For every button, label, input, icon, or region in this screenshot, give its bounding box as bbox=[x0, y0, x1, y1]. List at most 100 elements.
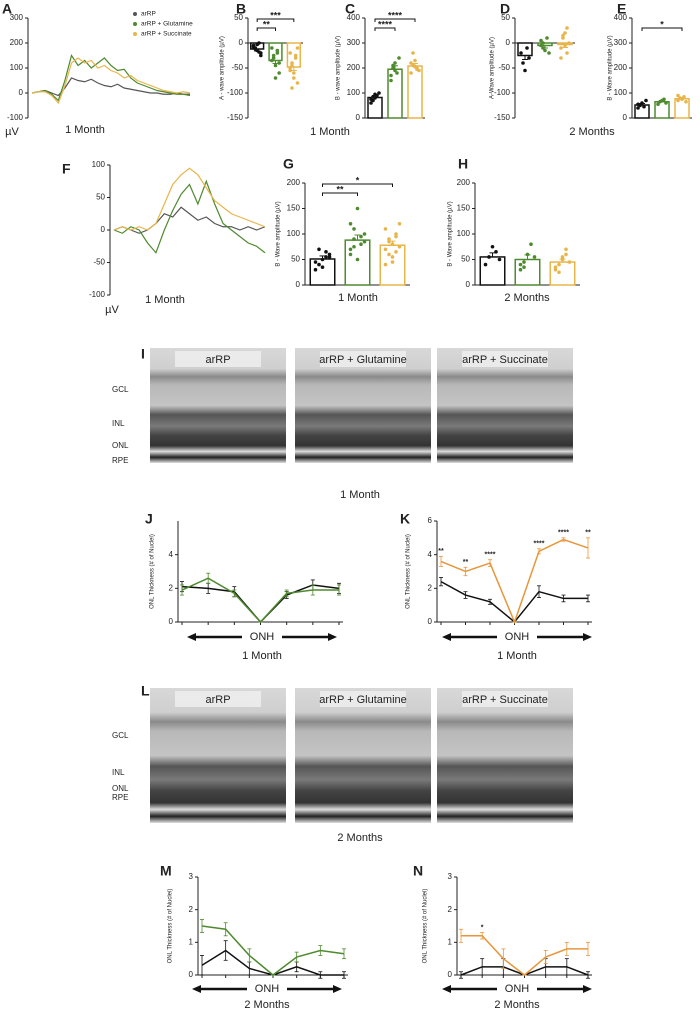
significance-bracket bbox=[256, 18, 295, 22]
data-point bbox=[409, 71, 413, 75]
layer-label: RPE bbox=[112, 793, 128, 802]
caption: 1 Month bbox=[310, 126, 350, 138]
data-point bbox=[324, 250, 328, 254]
data-point bbox=[383, 227, 388, 231]
histology-image bbox=[295, 688, 431, 823]
data-point bbox=[565, 26, 569, 30]
layer-label: RPE bbox=[112, 456, 128, 465]
data-point bbox=[352, 237, 356, 241]
panel-label: L bbox=[141, 683, 150, 699]
significance-bracket bbox=[322, 192, 358, 196]
significance-bracket bbox=[256, 27, 276, 31]
significance-label: *** bbox=[270, 10, 281, 20]
y-tick-label: -50 bbox=[93, 258, 105, 267]
data-point bbox=[527, 56, 531, 60]
data-point bbox=[275, 48, 280, 53]
y-tick-label: 0 bbox=[101, 225, 106, 234]
data-point bbox=[497, 257, 502, 262]
data-point bbox=[525, 46, 529, 50]
arrow-head bbox=[192, 985, 201, 993]
significance-label: ** bbox=[263, 19, 271, 29]
unit: µV bbox=[5, 126, 19, 138]
significance-label: * bbox=[481, 924, 484, 931]
data-point bbox=[292, 76, 296, 80]
data-point bbox=[541, 46, 545, 50]
data-point bbox=[557, 270, 561, 275]
y-tick-label: 0 bbox=[466, 280, 471, 289]
data-point bbox=[532, 255, 537, 259]
data-point bbox=[355, 206, 360, 211]
panel-label: B bbox=[236, 1, 246, 17]
unit: µV bbox=[105, 304, 119, 316]
y-tick-label: 2 bbox=[428, 583, 433, 592]
y-tick-label: 300 bbox=[614, 38, 628, 47]
data-point bbox=[393, 61, 397, 65]
y-axis-label: ONL Thickness (# of Nuclei) bbox=[406, 534, 412, 609]
caption: 2 Months bbox=[337, 832, 383, 844]
data-point bbox=[553, 267, 558, 272]
data-point bbox=[664, 101, 668, 105]
data-point bbox=[317, 262, 321, 267]
significance-bracket bbox=[322, 183, 393, 187]
legend-marker bbox=[133, 32, 137, 36]
y-tick-label: 200 bbox=[10, 38, 24, 47]
y-tick-label: 400 bbox=[347, 13, 361, 22]
y-tick-label: -50 bbox=[231, 63, 243, 72]
data-point bbox=[397, 244, 402, 249]
title-box bbox=[320, 691, 406, 707]
data-point bbox=[352, 244, 356, 249]
y-tick-label: 4 bbox=[428, 550, 433, 559]
data-point bbox=[369, 97, 373, 102]
arrow-head bbox=[583, 633, 592, 641]
data-point bbox=[253, 47, 258, 51]
y-tick-label: 0 bbox=[506, 38, 511, 47]
data-point bbox=[259, 53, 263, 58]
y-tick-label: 0 bbox=[19, 88, 24, 97]
data-point bbox=[290, 61, 294, 65]
data-point bbox=[348, 252, 353, 257]
data-point bbox=[277, 61, 281, 65]
data-point bbox=[483, 262, 488, 267]
title-box bbox=[462, 351, 548, 367]
data-point bbox=[518, 267, 523, 272]
y-tick-label: 0 bbox=[296, 280, 301, 289]
data-point bbox=[255, 42, 259, 47]
data-point bbox=[290, 63, 294, 68]
y-tick-label: 300 bbox=[347, 38, 361, 47]
bar bbox=[344, 239, 371, 286]
data-point bbox=[564, 247, 568, 252]
y-tick-label: 3 bbox=[448, 872, 453, 881]
y-tick-label: 50 bbox=[501, 13, 510, 22]
image-title: arRP + Glutamine bbox=[319, 694, 407, 706]
histology-image bbox=[295, 348, 431, 463]
data-point bbox=[352, 227, 356, 231]
data-point bbox=[636, 106, 640, 110]
data-point bbox=[394, 234, 398, 239]
title-box bbox=[175, 351, 261, 367]
data-point bbox=[518, 262, 523, 267]
y-axis-label: B - Wave amplitude (µV) bbox=[276, 201, 282, 266]
data-point bbox=[327, 255, 332, 259]
data-point bbox=[327, 252, 332, 257]
significance-label: ** bbox=[463, 559, 469, 566]
data-point bbox=[640, 101, 644, 105]
y-tick-label: 150 bbox=[457, 204, 471, 213]
caption: 1 Month bbox=[242, 650, 282, 662]
data-point bbox=[369, 101, 373, 105]
data-point bbox=[295, 81, 300, 85]
significance-label: * bbox=[356, 175, 360, 185]
data-point bbox=[290, 86, 294, 90]
data-point bbox=[293, 53, 298, 58]
data-point bbox=[539, 43, 543, 48]
y-tick-label: 3 bbox=[189, 872, 194, 881]
x-axis-label: ONH bbox=[255, 983, 280, 995]
data-point bbox=[355, 257, 360, 262]
data-point bbox=[273, 63, 278, 68]
data-point bbox=[563, 31, 567, 35]
y-tick-label: 100 bbox=[10, 63, 24, 72]
data-point bbox=[397, 56, 401, 60]
caption: 2 Months bbox=[494, 999, 540, 1011]
arrow-head bbox=[328, 633, 337, 641]
title-box bbox=[320, 351, 406, 367]
